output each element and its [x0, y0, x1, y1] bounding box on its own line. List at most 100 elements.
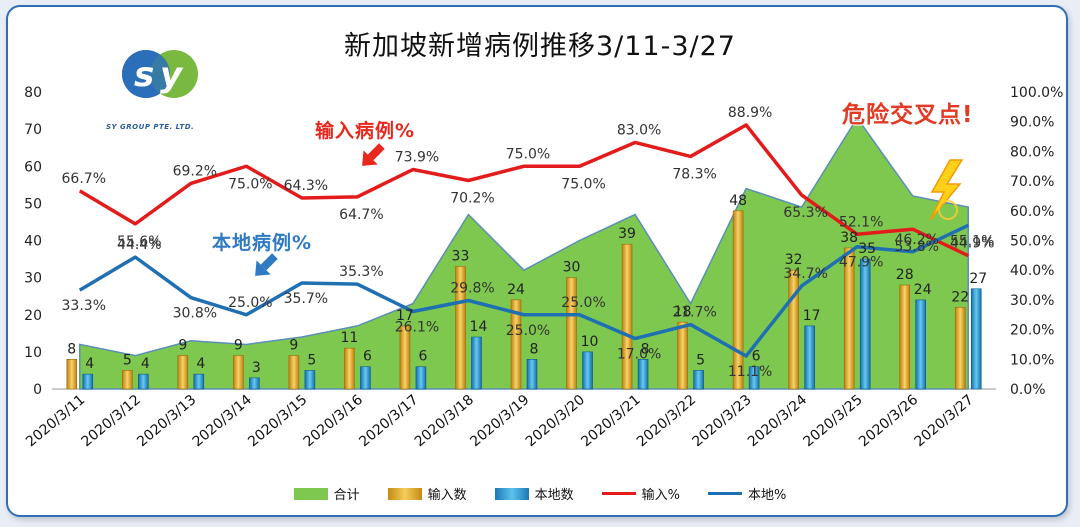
x-tick-label: 2020/3/22	[634, 392, 699, 450]
y-right-tick-label: 50.0%	[1010, 234, 1054, 250]
y-right-tick-label: 80.0%	[1010, 144, 1054, 160]
local-bar	[415, 366, 427, 390]
imported-value-label: 38	[840, 230, 858, 246]
y-left-tick-label: 0	[33, 382, 42, 398]
local-rate-label: 47.9%	[839, 255, 883, 271]
local-value-label: 4	[141, 356, 150, 372]
import-rate-label: 65.3%	[783, 205, 827, 221]
total-area	[79, 116, 969, 390]
y-right-tick-label: 0.0%	[1010, 382, 1046, 398]
local-value-label: 10	[581, 334, 599, 350]
import-rate-label: 75.0%	[228, 176, 272, 192]
local-value-label: 5	[307, 352, 316, 368]
local-bar	[582, 351, 593, 390]
x-tick-label: 2020/3/20	[523, 392, 588, 450]
local-rate-label: 34.7%	[783, 266, 827, 282]
local-bar	[804, 325, 815, 390]
local-bar	[471, 336, 482, 390]
local-bar	[859, 258, 871, 390]
local-rate-label: 55.1%	[950, 233, 994, 249]
imported-bar	[899, 284, 911, 390]
import-rate-label: 73.9%	[395, 150, 439, 166]
legend-swatch	[601, 492, 636, 495]
local-bar	[249, 377, 260, 390]
local-value-label: 8	[530, 341, 539, 357]
chart-legend: 合计 输入数 本地数 输入% 本地%	[0, 484, 1080, 503]
x-tick-label: 2020/3/17	[356, 392, 421, 450]
svg-text:s: s	[134, 55, 154, 95]
imported-bar	[177, 355, 189, 390]
local-rate-label: 25.0%	[561, 295, 605, 311]
y-right-tick-label: 10.0%	[1010, 352, 1054, 368]
imported-bar	[121, 370, 133, 390]
local-bar	[693, 370, 704, 390]
danger-crossover-label: 危险交叉点!	[842, 102, 974, 128]
legend-label: 输入%	[641, 488, 681, 503]
x-tick-label: 2020/3/19	[467, 392, 532, 450]
imported-bar	[455, 266, 466, 390]
logo-text: SY GROUP PTE. LTD.	[106, 123, 195, 131]
imported-value-label: 11	[340, 330, 358, 346]
imported-value-label: 9	[178, 338, 187, 354]
local-rate-label: 29.8%	[450, 280, 494, 296]
y-right-tick-label: 20.0%	[1010, 323, 1054, 339]
local-value-label: 6	[418, 349, 427, 365]
imported-value-label: 17	[396, 308, 414, 324]
y-left-tick-label: 30	[24, 271, 42, 287]
local-rate-label: 33.3%	[62, 298, 106, 314]
y-right-tick-label: 100.0%	[1010, 85, 1063, 101]
import-rate-line	[78, 123, 969, 258]
local-value-label: 17	[803, 308, 821, 324]
local-value-label: 8	[641, 341, 650, 357]
x-tick-label: 2020/3/16	[301, 392, 366, 450]
import-rate-label: 78.3%	[672, 166, 716, 182]
imported-value-label: 8	[67, 341, 76, 357]
local-bar	[304, 370, 316, 390]
local-value-label: 6	[752, 349, 761, 365]
imported-bar	[843, 247, 855, 390]
local-rate-label: 25.0%	[506, 323, 550, 339]
local-value-label: 5	[696, 352, 705, 368]
local-rate-label: 17.0%	[617, 347, 661, 363]
imported-value-label: 5	[123, 352, 132, 368]
imported-value-label: 22	[951, 289, 969, 305]
legend-swatch	[293, 487, 328, 500]
local-rate-label: 11.1%	[728, 364, 772, 380]
local-bar	[637, 358, 649, 390]
imported-value-label: 18	[674, 304, 692, 320]
imported-value-label: 28	[896, 267, 914, 283]
imported-bar	[732, 210, 744, 390]
import-rate-label: 64.3%	[284, 178, 328, 194]
y-right-tick-label: 30.0%	[1010, 293, 1054, 309]
imported-value-label: 24	[507, 282, 525, 298]
imported-value-label: 48	[729, 193, 747, 209]
x-tick-label: 2020/3/27	[912, 392, 977, 450]
local-bar	[137, 373, 149, 390]
y-left-tick-label: 60	[24, 159, 42, 175]
import-rate-label: 83.0%	[617, 122, 661, 138]
imported-bar	[954, 307, 966, 390]
local-bar	[526, 358, 538, 390]
import-rate-label: 64.7%	[339, 207, 383, 223]
local-value-label: 27	[969, 271, 987, 287]
legend-item-imported: 输入数	[387, 484, 467, 503]
x-tick-label: 2020/3/25	[800, 392, 865, 450]
blue-arrow-icon	[255, 253, 278, 276]
local-value-label: 35	[858, 241, 876, 257]
import-rate-label: 53.8%	[894, 239, 938, 255]
imported-bar	[621, 243, 633, 390]
red-arrow-icon	[362, 143, 385, 166]
import-rate-label: 75.0%	[561, 176, 605, 192]
y-right-tick-label: 60.0%	[1010, 204, 1054, 220]
company-logo: s y	[112, 40, 212, 140]
y-right-tick-label: 70.0%	[1010, 174, 1054, 190]
imported-bar	[510, 299, 522, 390]
x-tick-label: 2020/3/12	[79, 392, 144, 450]
imported-bar	[566, 277, 577, 390]
x-tick-label: 2020/3/23	[689, 392, 754, 450]
imported-bar	[788, 269, 799, 390]
imported-bar	[66, 358, 78, 390]
import-rate-label: 88.9%	[728, 105, 772, 121]
legend-item-import-rate: 输入%	[601, 484, 681, 503]
import-rate-label: 44.9%	[950, 236, 994, 252]
